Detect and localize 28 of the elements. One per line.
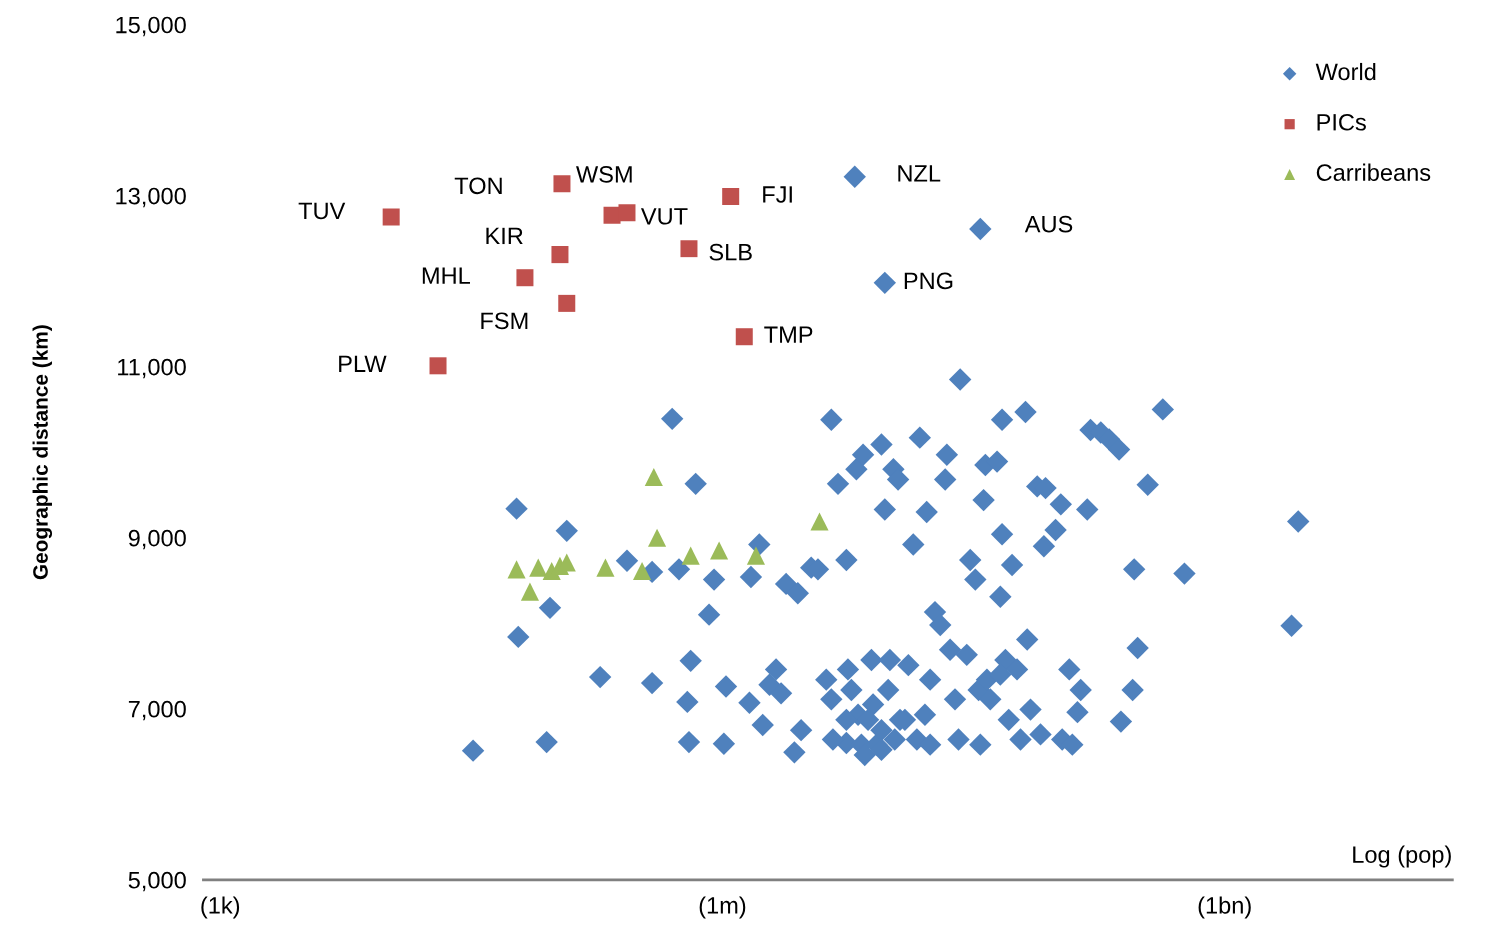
- legend-label: World: [1315, 62, 1376, 81]
- y-tick-label: 5,000: [128, 871, 186, 892]
- annotation: TMP: [764, 326, 813, 343]
- x-axis-title: Log (pop): [1353, 845, 1451, 868]
- x-tick-label: (1bn): [1198, 896, 1251, 919]
- annotation: PNG: [904, 272, 953, 290]
- annotation: MHL: [422, 267, 470, 284]
- y-tick-label: 15,000: [116, 16, 186, 37]
- x-tick-label: (1m): [699, 896, 746, 919]
- annotation: FJI: [763, 186, 792, 203]
- legend-label: Carribeans: [1316, 163, 1431, 181]
- annotation: VUT: [640, 208, 688, 225]
- x-tick-label: (1k): [201, 896, 240, 919]
- annotation: WSM: [576, 166, 632, 183]
- y-tick-label: 9,000: [128, 529, 186, 550]
- y-axis-title: Geographic distance (km): [32, 325, 53, 580]
- y-tick-label: 13,000: [116, 187, 186, 208]
- y-tick-label: 11,000: [118, 358, 186, 379]
- legend-label: PICs: [1317, 113, 1366, 131]
- annotation: PLW: [339, 355, 387, 372]
- annotation: AUS: [1024, 215, 1073, 233]
- annotation: NZL: [898, 165, 941, 182]
- annotation: TUV: [298, 202, 346, 220]
- annotation: TON: [454, 177, 502, 195]
- y-tick-label: 7,000: [128, 700, 186, 721]
- annotation: SLB: [709, 243, 752, 261]
- annotation: KIR: [486, 227, 523, 245]
- annotation: FSM: [481, 312, 528, 330]
